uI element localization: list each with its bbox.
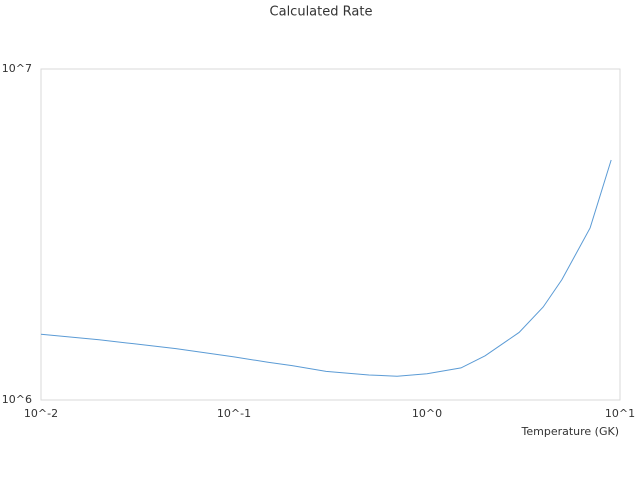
x-tick-label: 10^1 — [605, 407, 635, 420]
chart-title: Calculated Rate — [270, 5, 373, 20]
y-tick-label: 10^6 — [2, 393, 32, 406]
data-line — [40, 159, 612, 377]
plot-frame — [40, 68, 621, 401]
x-tick-label: 10^0 — [412, 407, 442, 420]
x-tick-label: 10^-1 — [217, 407, 251, 420]
x-axis-label: Temperature (GK) — [521, 425, 620, 438]
y-tick-label: 10^7 — [2, 62, 32, 75]
x-tick-label: 10^-2 — [24, 407, 58, 420]
